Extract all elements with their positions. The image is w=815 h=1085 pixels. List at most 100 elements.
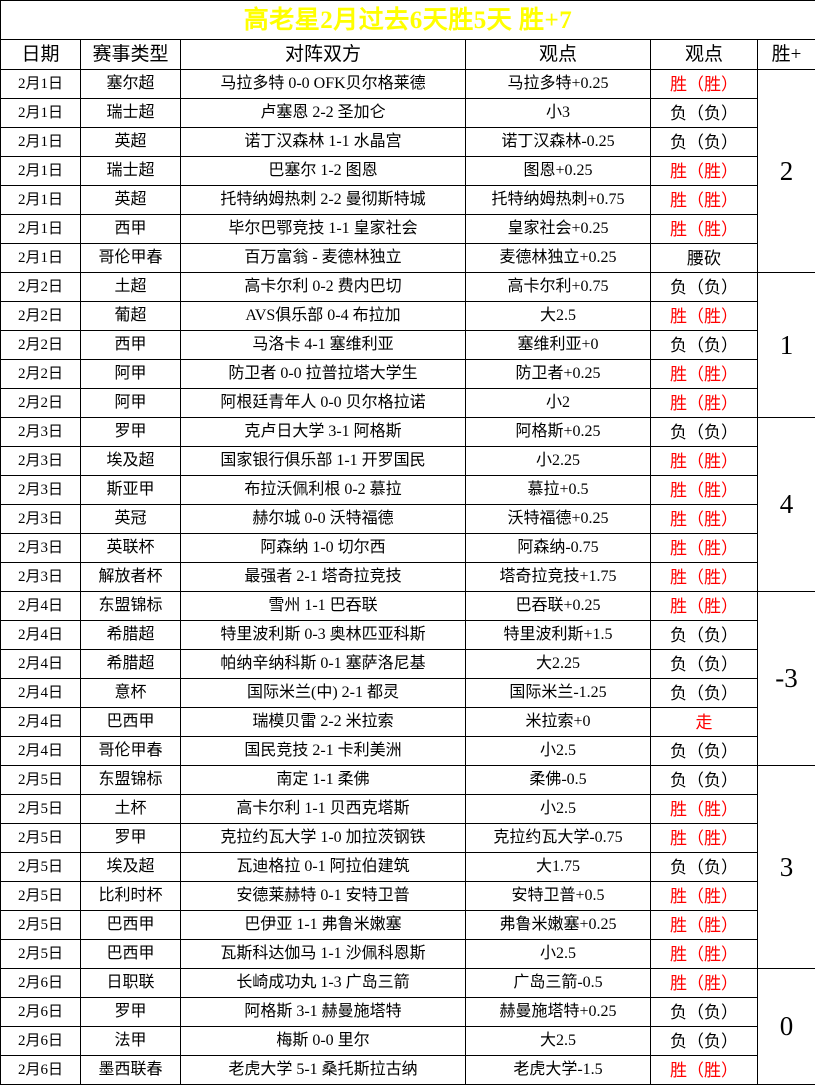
cell-league[interactable]: 解放者杯 — [81, 563, 181, 592]
cell-league[interactable]: 西甲 — [81, 215, 181, 244]
cell-pick[interactable]: 弗鲁米嫩塞+0.25 — [466, 911, 651, 940]
cell-result-win[interactable]: 胜（胜） — [651, 360, 758, 389]
column-header-result[interactable]: 观点 — [651, 40, 758, 70]
cell-match[interactable]: 马洛卡 4-1 塞维利亚 — [181, 331, 466, 360]
cell-league[interactable]: 哥伦甲春 — [81, 244, 181, 273]
cell-pick[interactable]: 马拉多特+0.25 — [466, 70, 651, 99]
cell-pick[interactable]: 小2.5 — [466, 795, 651, 824]
cell-league[interactable]: 塞尔超 — [81, 70, 181, 99]
cell-date[interactable]: 2月5日 — [1, 853, 81, 882]
cell-result-loss[interactable]: 负（负） — [651, 998, 758, 1027]
cell-league[interactable]: 埃及超 — [81, 447, 181, 476]
cell-date[interactable]: 2月3日 — [1, 563, 81, 592]
cell-result-win[interactable]: 胜（胜） — [651, 563, 758, 592]
cell-match[interactable]: 瑞模贝雷 2-2 米拉索 — [181, 708, 466, 737]
cell-pick[interactable]: 克拉约瓦大学-0.75 — [466, 824, 651, 853]
cell-league[interactable]: 巴西甲 — [81, 911, 181, 940]
cell-match[interactable]: 瓦斯科达伽马 1-1 沙佩科恩斯 — [181, 940, 466, 969]
cell-result-win[interactable]: 胜（胜） — [651, 911, 758, 940]
cell-result-win[interactable]: 胜（胜） — [651, 186, 758, 215]
cell-match[interactable]: 克拉约瓦大学 1-0 加拉茨钢铁 — [181, 824, 466, 853]
cell-pick[interactable]: 米拉索+0 — [466, 708, 651, 737]
cell-match[interactable]: 长崎成功丸 1-3 广岛三箭 — [181, 969, 466, 998]
cell-result-win[interactable]: 胜（胜） — [651, 70, 758, 99]
cell-match[interactable]: 高卡尔利 0-2 费内巴切 — [181, 273, 466, 302]
cell-result-other[interactable]: 腰砍 — [651, 244, 758, 273]
cell-date[interactable]: 2月1日 — [1, 186, 81, 215]
cell-pick[interactable]: 老虎大学-1.5 — [466, 1056, 651, 1085]
cell-date[interactable]: 2月3日 — [1, 476, 81, 505]
cell-pick[interactable]: 图恩+0.25 — [466, 157, 651, 186]
cell-result-win[interactable]: 胜（胜） — [651, 592, 758, 621]
cell-match[interactable]: 巴伊亚 1-1 弗鲁米嫩塞 — [181, 911, 466, 940]
cell-match[interactable]: AVS俱乐部 0-4 布拉加 — [181, 302, 466, 331]
cell-match[interactable]: 布拉沃佩利根 0-2 慕拉 — [181, 476, 466, 505]
cell-result-loss[interactable]: 负（负） — [651, 128, 758, 157]
cell-match[interactable]: 诺丁汉森林 1-1 水晶宫 — [181, 128, 466, 157]
cell-result-loss[interactable]: 负（负） — [651, 331, 758, 360]
column-header-date[interactable]: 日期 — [1, 40, 81, 70]
cell-date[interactable]: 2月6日 — [1, 998, 81, 1027]
cell-league[interactable]: 英超 — [81, 186, 181, 215]
cell-date[interactable]: 2月4日 — [1, 650, 81, 679]
cell-result-win[interactable]: 胜（胜） — [651, 389, 758, 418]
cell-group-net[interactable]: 3 — [758, 766, 815, 969]
cell-pick[interactable]: 大2.5 — [466, 302, 651, 331]
cell-league[interactable]: 西甲 — [81, 331, 181, 360]
cell-result-loss[interactable]: 负（负） — [651, 1027, 758, 1056]
cell-league[interactable]: 巴西甲 — [81, 708, 181, 737]
cell-result-loss[interactable]: 负（负） — [651, 679, 758, 708]
cell-league[interactable]: 土超 — [81, 273, 181, 302]
cell-match[interactable]: 赫尔城 0-0 沃特福德 — [181, 505, 466, 534]
cell-league[interactable]: 东盟锦标 — [81, 766, 181, 795]
cell-pick[interactable]: 大2.25 — [466, 650, 651, 679]
cell-league[interactable]: 希腊超 — [81, 621, 181, 650]
cell-pick[interactable]: 沃特福德+0.25 — [466, 505, 651, 534]
cell-match[interactable]: 雪州 1-1 巴吞联 — [181, 592, 466, 621]
cell-result-loss[interactable]: 负（负） — [651, 621, 758, 650]
cell-pick[interactable]: 柔佛-0.5 — [466, 766, 651, 795]
cell-date[interactable]: 2月1日 — [1, 70, 81, 99]
cell-pick[interactable]: 巴吞联+0.25 — [466, 592, 651, 621]
cell-date[interactable]: 2月1日 — [1, 244, 81, 273]
cell-pick[interactable]: 阿格斯+0.25 — [466, 418, 651, 447]
cell-match[interactable]: 帕纳辛纳科斯 0-1 塞萨洛尼基 — [181, 650, 466, 679]
cell-match[interactable]: 特里波利斯 0-3 奥林匹亚科斯 — [181, 621, 466, 650]
cell-league[interactable]: 英冠 — [81, 505, 181, 534]
cell-league[interactable]: 罗甲 — [81, 998, 181, 1027]
cell-date[interactable]: 2月3日 — [1, 447, 81, 476]
cell-league[interactable]: 埃及超 — [81, 853, 181, 882]
cell-league[interactable]: 斯亚甲 — [81, 476, 181, 505]
cell-result-win[interactable]: 胜（胜） — [651, 534, 758, 563]
cell-date[interactable]: 2月6日 — [1, 1027, 81, 1056]
cell-group-net[interactable]: 1 — [758, 273, 815, 418]
cell-pick[interactable]: 皇家社会+0.25 — [466, 215, 651, 244]
cell-pick[interactable]: 慕拉+0.5 — [466, 476, 651, 505]
cell-date[interactable]: 2月2日 — [1, 331, 81, 360]
cell-result-win[interactable]: 胜（胜） — [651, 476, 758, 505]
cell-match[interactable]: 国际米兰(中) 2-1 都灵 — [181, 679, 466, 708]
cell-date[interactable]: 2月1日 — [1, 128, 81, 157]
cell-date[interactable]: 2月3日 — [1, 534, 81, 563]
cell-result-win[interactable]: 胜（胜） — [651, 1056, 758, 1085]
cell-match[interactable]: 卢塞恩 2-2 圣加仑 — [181, 99, 466, 128]
cell-league[interactable]: 英联杯 — [81, 534, 181, 563]
cell-pick[interactable]: 高卡尔利+0.75 — [466, 273, 651, 302]
cell-match[interactable]: 百万富翁 - 麦德林独立 — [181, 244, 466, 273]
